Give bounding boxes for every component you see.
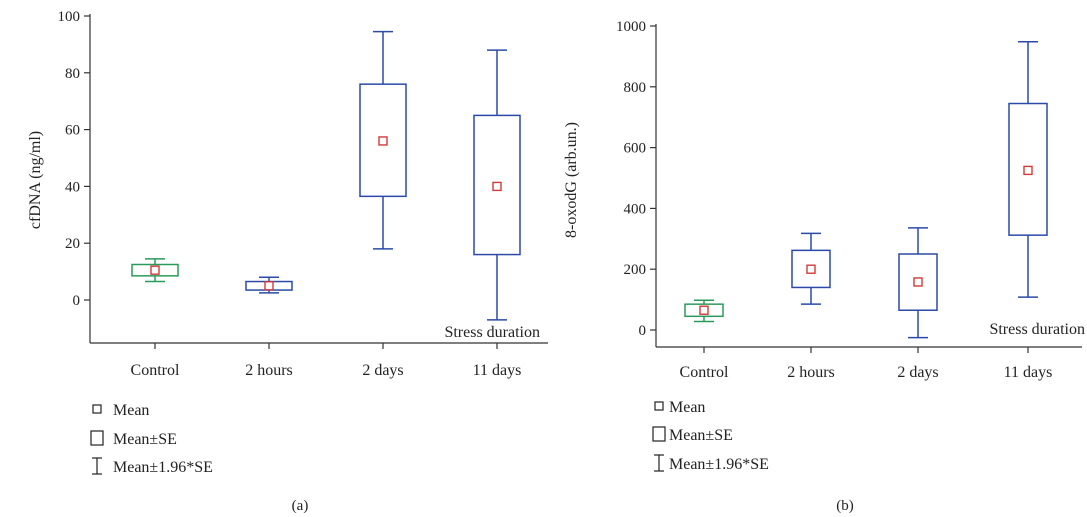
- panel-a-mean-marker: [378, 136, 388, 146]
- panel-a-legend-se-icon: [90, 430, 104, 446]
- panel-b-y-tick-label: 600: [624, 141, 647, 157]
- panel-a-legend-label: Mean±1.96*SE: [113, 459, 213, 476]
- panel-a-y-axis-label: cfDNA (ng/ml): [27, 131, 44, 229]
- panel-b-se-box: [791, 249, 831, 289]
- panel-a-label: (a): [292, 498, 309, 514]
- panel-b-mean-marker: [806, 264, 816, 274]
- panel-b-category-label: Control: [680, 364, 729, 381]
- panel-a-mean-marker: [492, 181, 502, 192]
- panel-a-category-label: 2 hours: [245, 362, 293, 379]
- panel-a-y-tick-label: 80: [65, 66, 80, 82]
- panel-b-legend-se-icon: [652, 426, 666, 442]
- panel-b-mean-marker: [699, 305, 709, 315]
- panel-b-legend: Mean Mean±SE Mean±1.96*SE: [652, 399, 769, 473]
- panel-a-mean-marker: [150, 265, 160, 275]
- panel-b-category-label: 2 days: [897, 364, 938, 381]
- panel-a-y-tick-label: 60: [65, 123, 80, 139]
- panel-b-annotation: Stress duration: [989, 321, 1085, 338]
- panel-b-category-label: 2 hours: [787, 364, 835, 381]
- panel-a-legend-label: Mean±SE: [113, 431, 177, 448]
- panel-b-se-box: [898, 253, 938, 311]
- panel-a-y-tick-label: 40: [65, 179, 80, 195]
- panel-b-legend-label: Mean±1.96*SE: [669, 456, 769, 473]
- panel-a-legend: Mean Mean±SE Mean±1.96*SE: [90, 402, 213, 476]
- panel-a-y-tick-label: 100: [58, 9, 81, 25]
- panel-a-y-tick-label: 20: [65, 236, 80, 252]
- panel-b-y-tick-label: 0: [639, 323, 647, 339]
- panel-a-chart: cfDNA (ng/ml) Stress duration (a) 0 20 40 6…: [27, 9, 548, 514]
- panel-b-legend-label: Mean±SE: [669, 427, 733, 444]
- panel-a-mean-marker: [264, 281, 274, 291]
- panel-b-mean-marker: [1023, 165, 1033, 176]
- panel-b-y-tick-label: 1000: [616, 19, 646, 35]
- panel-b-category-label: 11 days: [1004, 364, 1053, 381]
- panel-b-y-tick-label: 200: [624, 262, 647, 278]
- panel-a-legend-mean-icon: [92, 404, 102, 414]
- panel-b-legend-mean-icon: [654, 401, 664, 411]
- panel-b-mean-marker: [913, 277, 923, 287]
- panel-b-y-tick-label: 400: [624, 201, 647, 217]
- panel-a-category-label: Control: [131, 362, 180, 379]
- panel-a-annotation: Stress duration: [444, 324, 540, 341]
- panel-a-category-label: 2 days: [362, 362, 403, 379]
- panel-b-y-axis-label: 8-oxodG (arb.un.): [563, 122, 580, 238]
- panel-b-legend-label: Mean: [669, 399, 705, 416]
- panel-a-category-label: 11 days: [473, 362, 522, 379]
- panel-b-y-tick-label: 800: [624, 80, 647, 96]
- panel-a-y-tick-label: 0: [73, 293, 81, 309]
- panel-b-chart: 8-oxodG (arb.un.) Stress duration (b) 0 2…: [563, 19, 1085, 514]
- panel-a-legend-label: Mean: [113, 402, 149, 419]
- panel-b-label: (b): [836, 498, 854, 514]
